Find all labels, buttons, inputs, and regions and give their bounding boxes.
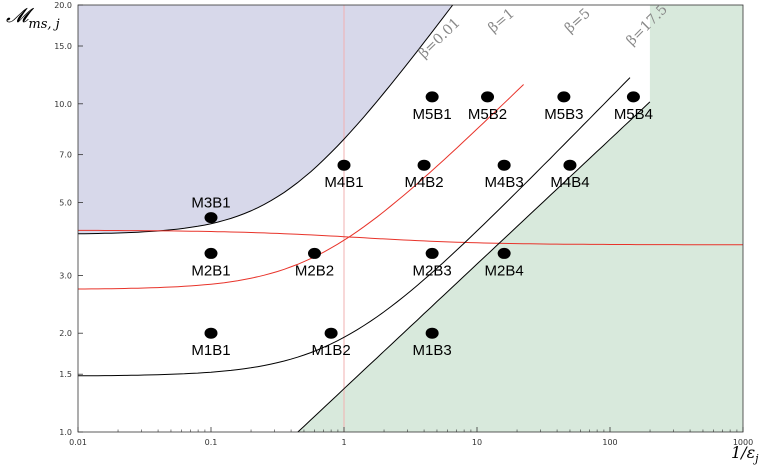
curve-red-flat — [78, 229, 743, 246]
y-tick-label: 7.0 — [59, 151, 72, 160]
data-point — [337, 159, 351, 171]
curve-label: β=1 — [485, 6, 517, 37]
data-point — [204, 212, 218, 224]
data-point — [626, 91, 640, 103]
curve-beta-17.5 — [297, 101, 651, 432]
data-point-label: M2B2 — [295, 262, 334, 279]
y-tick-label: 1.5 — [59, 370, 72, 379]
data-point-label: M1B2 — [312, 342, 351, 359]
data-point-label: M2B3 — [413, 262, 452, 279]
curve-beta-1 — [78, 84, 524, 290]
data-point — [497, 247, 511, 259]
x-axis-label: 1/εj — [731, 443, 759, 465]
axes: 0.01 0.1 1 10 100 1000 1.0 1.5 2.0 3.0 5.0 7.0 10.0 1… — [54, 1, 753, 447]
x-tick-label: 1000 — [733, 438, 753, 447]
data-point-label: M5B3 — [544, 106, 583, 123]
x-tick-label: 0.01 — [69, 438, 87, 447]
curves — [78, 5, 743, 432]
data-point — [204, 327, 218, 339]
x-tick-label: 1 — [341, 438, 346, 447]
data-point-label: M2B1 — [191, 262, 230, 279]
y-tick-label: 5.0 — [59, 199, 72, 208]
data-point — [563, 159, 577, 171]
data-point-label: M1B1 — [191, 342, 230, 359]
x-tick-label: 10 — [472, 438, 482, 447]
data-point — [497, 159, 511, 171]
data-point — [417, 159, 431, 171]
y-tick-label: 1.0 — [59, 428, 72, 437]
y-tick-label: 15.0 — [54, 42, 72, 51]
plot-frame — [77, 4, 744, 433]
data-point-label: M2B4 — [485, 262, 524, 279]
data-point-label: M5B2 — [468, 106, 507, 123]
x-tick-label: 100 — [602, 438, 617, 447]
data-point-label: M5B1 — [413, 106, 452, 123]
curve-labels: β=0.01 β=1 β=5 β=17.5 — [416, 2, 671, 62]
data-point — [324, 327, 338, 339]
y-tick-label: 3.0 — [59, 271, 72, 280]
shaded-regions — [78, 5, 743, 432]
data-point-label: M4B4 — [550, 174, 589, 191]
data-point-label: M1B3 — [413, 342, 452, 359]
curve-label: β=5 — [562, 6, 594, 37]
data-point — [425, 91, 439, 103]
upper-shaded-region — [78, 5, 471, 234]
data-point — [425, 327, 439, 339]
curve-beta-5 — [78, 77, 631, 377]
y-axis-label: 𝓜ms, j — [6, 3, 60, 32]
data-point — [204, 247, 218, 259]
data-point-label: M5B4 — [614, 106, 653, 123]
data-point — [557, 91, 571, 103]
y-tick-label: 20.0 — [54, 1, 72, 10]
data-point — [425, 247, 439, 259]
data-point-label: M3B1 — [191, 195, 230, 212]
data-point-label: M4B1 — [324, 174, 363, 191]
data-point-label: M4B2 — [404, 174, 443, 191]
y-tick-label: 10.0 — [54, 100, 72, 109]
y-tick-label: 2.0 — [59, 329, 72, 338]
lower-shaded-region — [297, 5, 743, 432]
data-point — [307, 247, 321, 259]
data-point-label: M4B3 — [485, 174, 524, 191]
data-point — [481, 91, 495, 103]
curve-beta-0.01 — [78, 5, 454, 235]
data-points: M1B1 M1B2 M1B3 M2B1 M2B2 M2B3 M2B4 M3B1 M4B1 M4B2… — [191, 91, 653, 359]
x-tick-label: 0.1 — [205, 438, 218, 447]
